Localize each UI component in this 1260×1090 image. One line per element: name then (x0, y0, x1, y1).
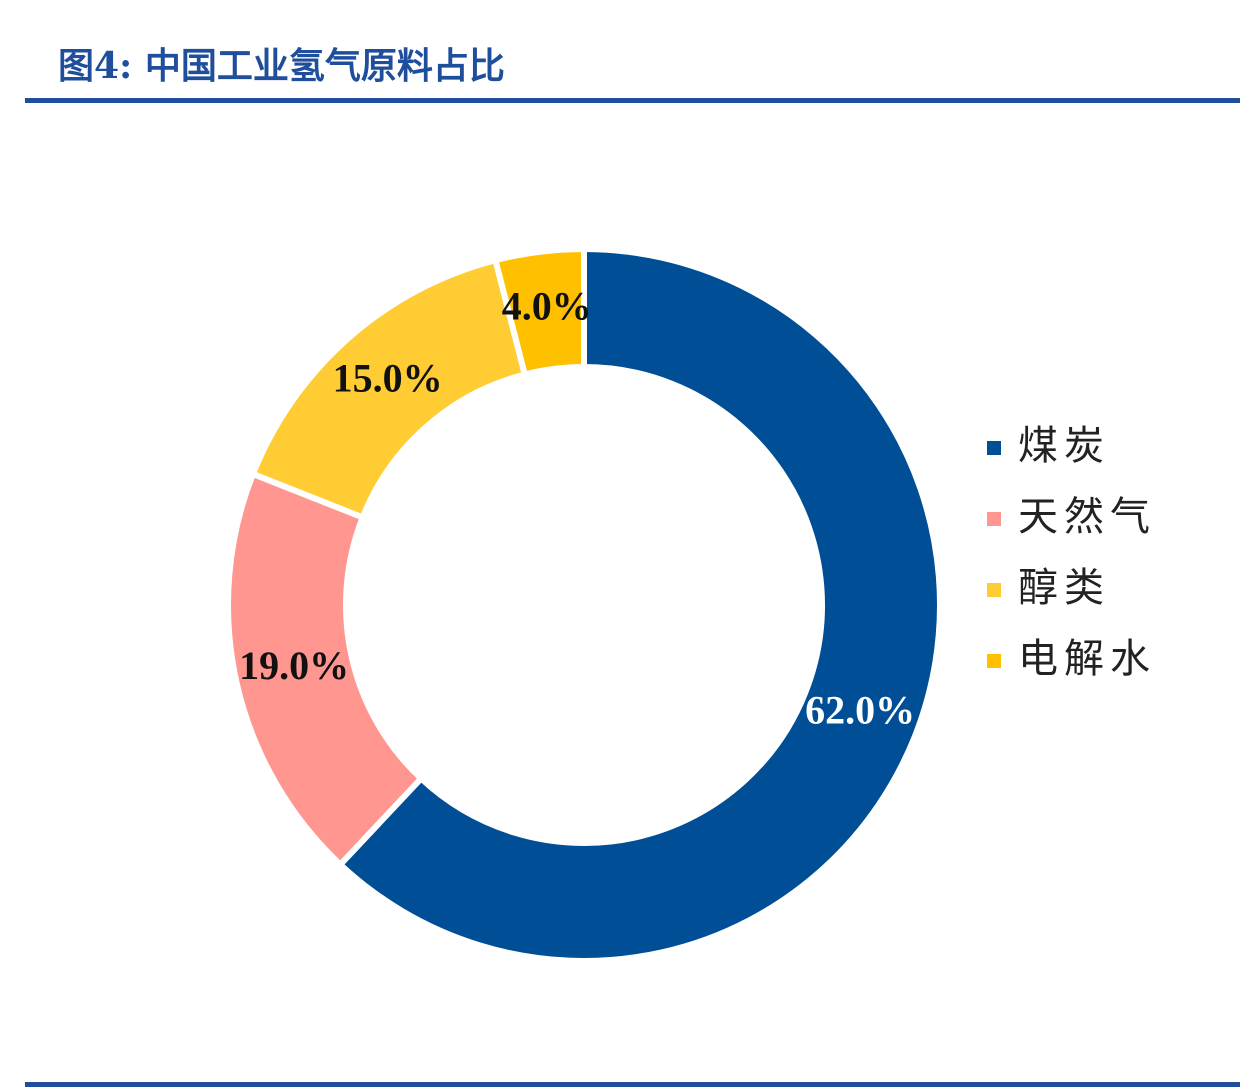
title-rule (25, 98, 1240, 103)
value-label: 19.0% (239, 643, 349, 688)
legend-marker (987, 512, 1001, 526)
legend-marker (987, 583, 1001, 597)
legend-label: 煤炭 (1018, 423, 1110, 469)
value-label: 15.0% (333, 355, 443, 400)
donut-slice (225, 470, 426, 869)
donut-slice (336, 245, 943, 964)
legend-marker (987, 654, 1001, 668)
legend-label: 醇类 (1018, 565, 1110, 611)
value-label: 62.0% (805, 688, 915, 733)
legend-label: 天然气 (1018, 494, 1156, 540)
chart-title: 图4: 中国工业氢气原料占比 (58, 45, 505, 87)
legend-label: 电解水 (1018, 636, 1156, 682)
value-label: 4.0% (502, 284, 592, 329)
donut-slice (491, 245, 587, 379)
legend-marker (987, 441, 1001, 455)
footer-rule (25, 1082, 1240, 1087)
